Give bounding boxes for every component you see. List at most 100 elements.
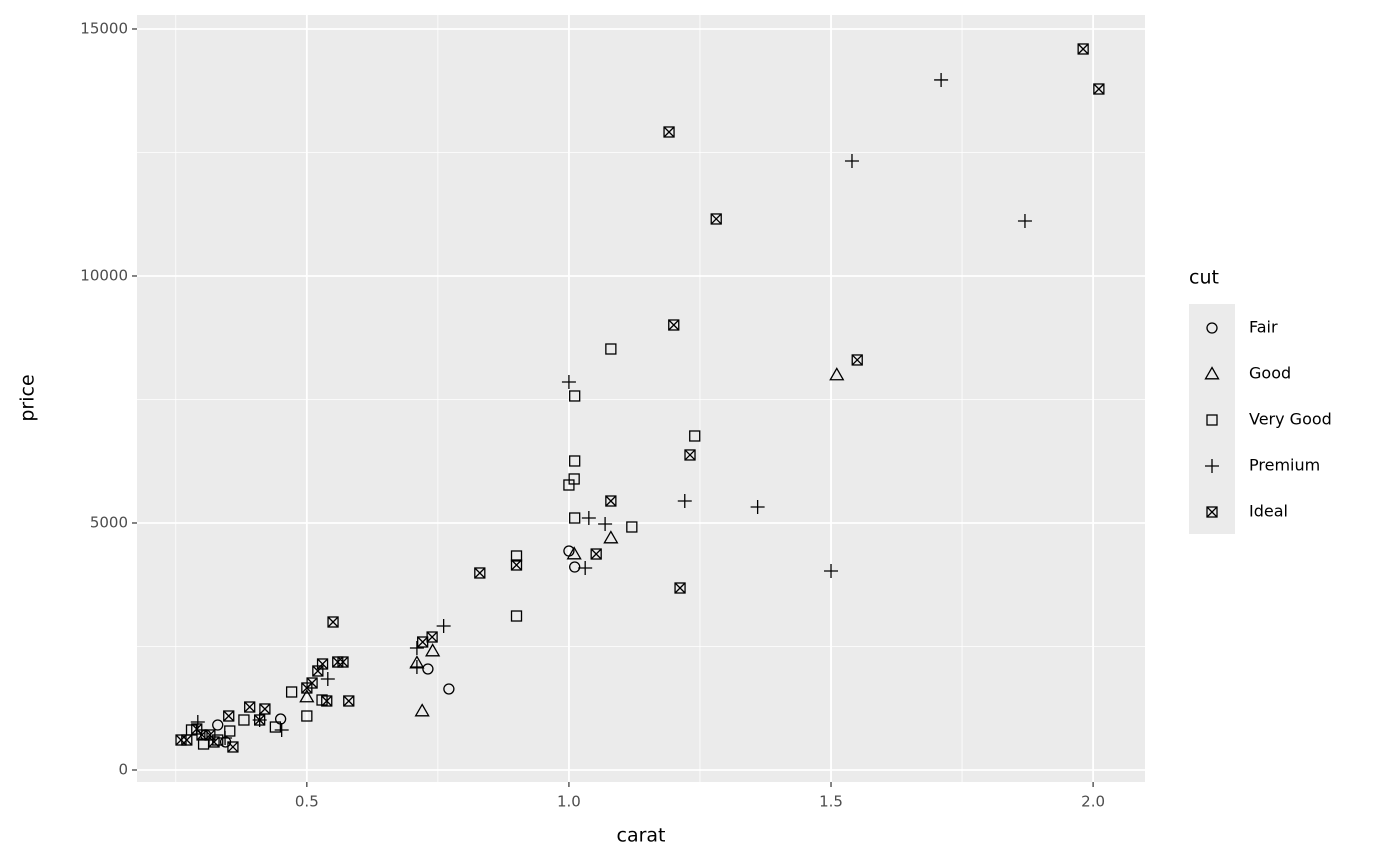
marker-shape: [605, 495, 617, 507]
marker-shape: [285, 686, 298, 698]
marker-shape: [443, 683, 455, 695]
marker-shape: [1017, 214, 1032, 229]
marker-shape: [417, 636, 429, 648]
marker-shape: [409, 640, 424, 655]
marker-shape: [299, 689, 315, 703]
point: [422, 663, 434, 675]
x-tick-label: 1.5: [819, 793, 843, 811]
point: [244, 701, 256, 713]
legend-label: Very Good: [1249, 410, 1332, 429]
legend-key: [1205, 459, 1219, 473]
marker-shape: [332, 656, 344, 668]
marker-shape: [227, 741, 239, 753]
point: [684, 449, 696, 461]
marker-shape: [569, 455, 581, 467]
marker-shape: [244, 701, 256, 713]
point: [566, 546, 582, 560]
legend-label: Premium: [1249, 456, 1320, 475]
y-tick-label: 10000: [80, 266, 128, 284]
marker-shape: [689, 430, 701, 442]
marker-shape: [677, 494, 692, 509]
point: [569, 512, 581, 524]
marker-shape: [301, 682, 313, 694]
point: [417, 636, 429, 648]
point: [605, 495, 617, 507]
marker-shape: [510, 610, 523, 622]
panel-background: [137, 15, 1145, 782]
marker-shape: [223, 710, 235, 722]
point: [443, 683, 455, 695]
marker-shape: [474, 567, 486, 579]
marker-shape: [750, 499, 765, 514]
marker-shape: [208, 736, 220, 748]
marker-shape: [181, 734, 193, 746]
point: [569, 455, 581, 467]
marker-shape: [581, 511, 596, 526]
point: [1017, 214, 1032, 229]
marker-shape: [603, 530, 619, 544]
marker-shape: [710, 213, 722, 225]
point: [510, 559, 523, 571]
marker-shape: [204, 729, 216, 741]
marker-shape: [934, 72, 949, 87]
marker-shape: [674, 582, 686, 594]
point: [590, 548, 602, 560]
marker-shape: [343, 695, 355, 707]
marker-shape: [1077, 43, 1089, 55]
marker-shape: [301, 682, 313, 694]
legend-label: Ideal: [1249, 502, 1288, 521]
point: [510, 610, 523, 622]
marker-shape: [321, 695, 333, 707]
marker-shape: [510, 550, 523, 562]
marker-shape: [563, 479, 575, 491]
marker-shape: [569, 390, 581, 402]
marker-shape: [321, 695, 333, 707]
point: [626, 521, 638, 533]
marker-shape: [569, 512, 581, 524]
marker-shape: [1205, 459, 1219, 473]
marker-shape: [417, 636, 429, 648]
point: [332, 656, 344, 668]
point: [674, 582, 686, 594]
point: [343, 695, 355, 707]
marker-shape: [1093, 83, 1105, 95]
point: [668, 319, 680, 331]
legend: Fair Good Very Good Premium Ideal: [1189, 304, 1332, 534]
marker-shape: [626, 521, 638, 533]
point: [603, 530, 619, 544]
marker-shape: [259, 703, 271, 715]
x-axis-title: carat: [617, 825, 666, 847]
legend-key: [1206, 506, 1218, 518]
marker-shape: [590, 548, 602, 560]
point: [824, 564, 839, 579]
point: [605, 343, 617, 355]
marker-shape: [227, 741, 239, 753]
point: [677, 494, 692, 509]
marker-shape: [436, 618, 451, 633]
y-axis-title: price: [17, 374, 39, 421]
marker-shape: [824, 564, 839, 579]
point: [196, 729, 208, 741]
marker-shape: [1093, 83, 1105, 95]
point: [223, 710, 235, 722]
point: [238, 714, 250, 726]
point: [212, 719, 224, 731]
marker-shape: [684, 449, 696, 461]
marker-shape: [605, 495, 617, 507]
point: [510, 550, 523, 562]
point: [218, 730, 233, 745]
marker-shape: [578, 560, 593, 575]
marker-shape: [851, 354, 863, 366]
legend-key: [1206, 414, 1218, 426]
marker-shape: [844, 153, 859, 168]
legend-label: Fair: [1249, 318, 1278, 337]
legend-key: [1206, 322, 1218, 334]
marker-shape: [566, 546, 582, 560]
marker-shape: [590, 548, 602, 560]
marker-shape: [1206, 506, 1218, 518]
y-tick-label: 0: [118, 760, 128, 778]
y-tick-label: 5000: [90, 513, 128, 531]
legend-title: cut: [1189, 267, 1219, 289]
